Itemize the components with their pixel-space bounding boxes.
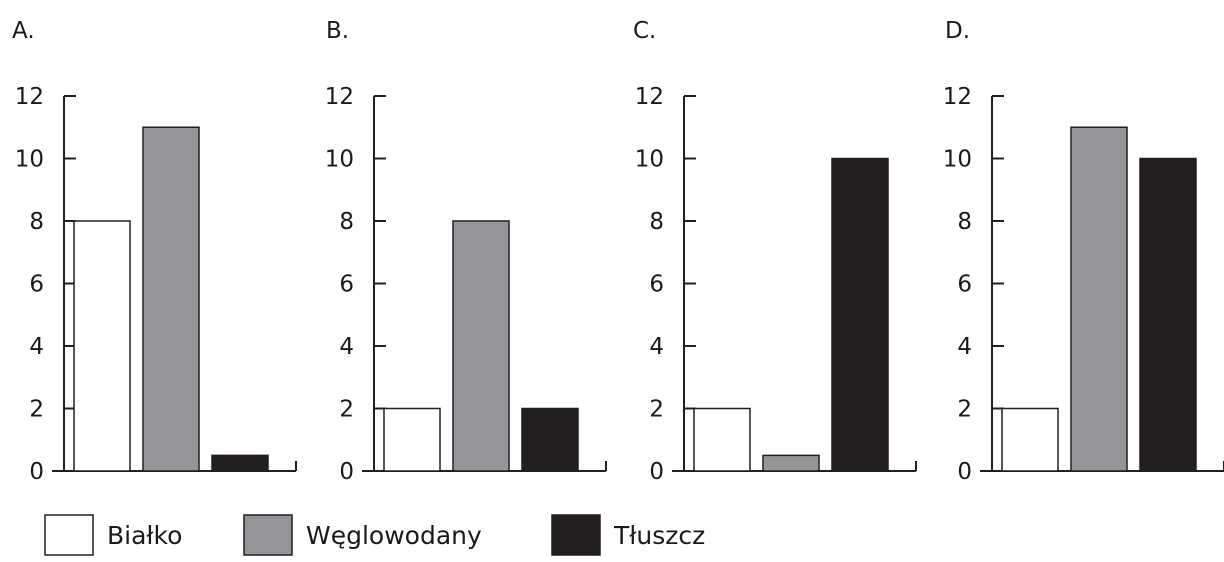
y-tick-label: 2 (29, 397, 44, 423)
y-tick-label: 12 (325, 84, 354, 110)
y-tick-label: 6 (29, 272, 44, 298)
y-tick-label: 0 (649, 459, 664, 485)
chart-panel-c: C. 0 2 4 6 8 10 12 (633, 18, 917, 485)
y-tick-label: 2 (649, 397, 664, 423)
y-tick-label: 8 (957, 209, 972, 235)
panel-label: D. (945, 18, 970, 44)
bar-1-2 (521, 407, 579, 472)
chart-panel-b: B. 0 2 4 6 8 10 12 (325, 18, 607, 485)
bar-2-1 (762, 454, 820, 472)
legend-swatch (44, 514, 94, 556)
panel-label: C. (633, 18, 656, 44)
y-tick-label: 8 (649, 209, 664, 235)
y-tick-label: 10 (325, 147, 354, 173)
y-tick-label: 10 (635, 147, 664, 173)
bar-3-2 (1139, 157, 1197, 472)
legend-swatch (243, 514, 293, 556)
bar-3-0 (1001, 407, 1059, 472)
y-tick-label: 4 (339, 334, 354, 360)
y-tick-label: 2 (957, 397, 972, 423)
y-tick-label: 0 (339, 459, 354, 485)
bar-0-0 (73, 220, 131, 472)
y-tick-label: 12 (15, 84, 44, 110)
y-tick-label: 10 (15, 147, 44, 173)
legend-label: Białko (107, 521, 182, 550)
bar-2-2 (831, 157, 889, 472)
legend-swatch (551, 514, 601, 556)
bar-0-1 (142, 126, 200, 472)
y-tick-label: 6 (339, 272, 354, 298)
y-tick-label: 6 (957, 272, 972, 298)
bar-3-1 (1070, 126, 1128, 472)
y-tick-label: 8 (339, 209, 354, 235)
panel-label: A. (12, 18, 35, 44)
y-tick-label: 4 (649, 334, 664, 360)
bar-1-1 (452, 220, 510, 472)
y-tick-label: 0 (29, 459, 44, 485)
panel-label: B. (326, 18, 349, 44)
y-tick-label: 4 (957, 334, 972, 360)
legend-label: Tłuszcz (613, 521, 705, 550)
y-tick-label: 6 (649, 272, 664, 298)
chart-legend: Białko Węglowodany Tłuszcz (44, 514, 705, 556)
y-tick-label: 12 (635, 84, 664, 110)
bar-2-0 (693, 407, 751, 472)
legend-label: Węglowodany (306, 521, 482, 550)
y-tick-label: 2 (339, 397, 354, 423)
bar-0-2 (211, 454, 269, 472)
y-tick-label: 10 (943, 147, 972, 173)
chart-panel-a: A. 0 2 4 6 8 10 12 (12, 18, 297, 485)
y-tick-label: 12 (943, 84, 972, 110)
y-tick-label: 4 (29, 334, 44, 360)
y-tick-label: 8 (29, 209, 44, 235)
chart-panel-d: D. 0 2 4 6 8 10 12 (943, 18, 1224, 485)
bar-1-0 (383, 407, 441, 472)
y-tick-label: 0 (957, 459, 972, 485)
